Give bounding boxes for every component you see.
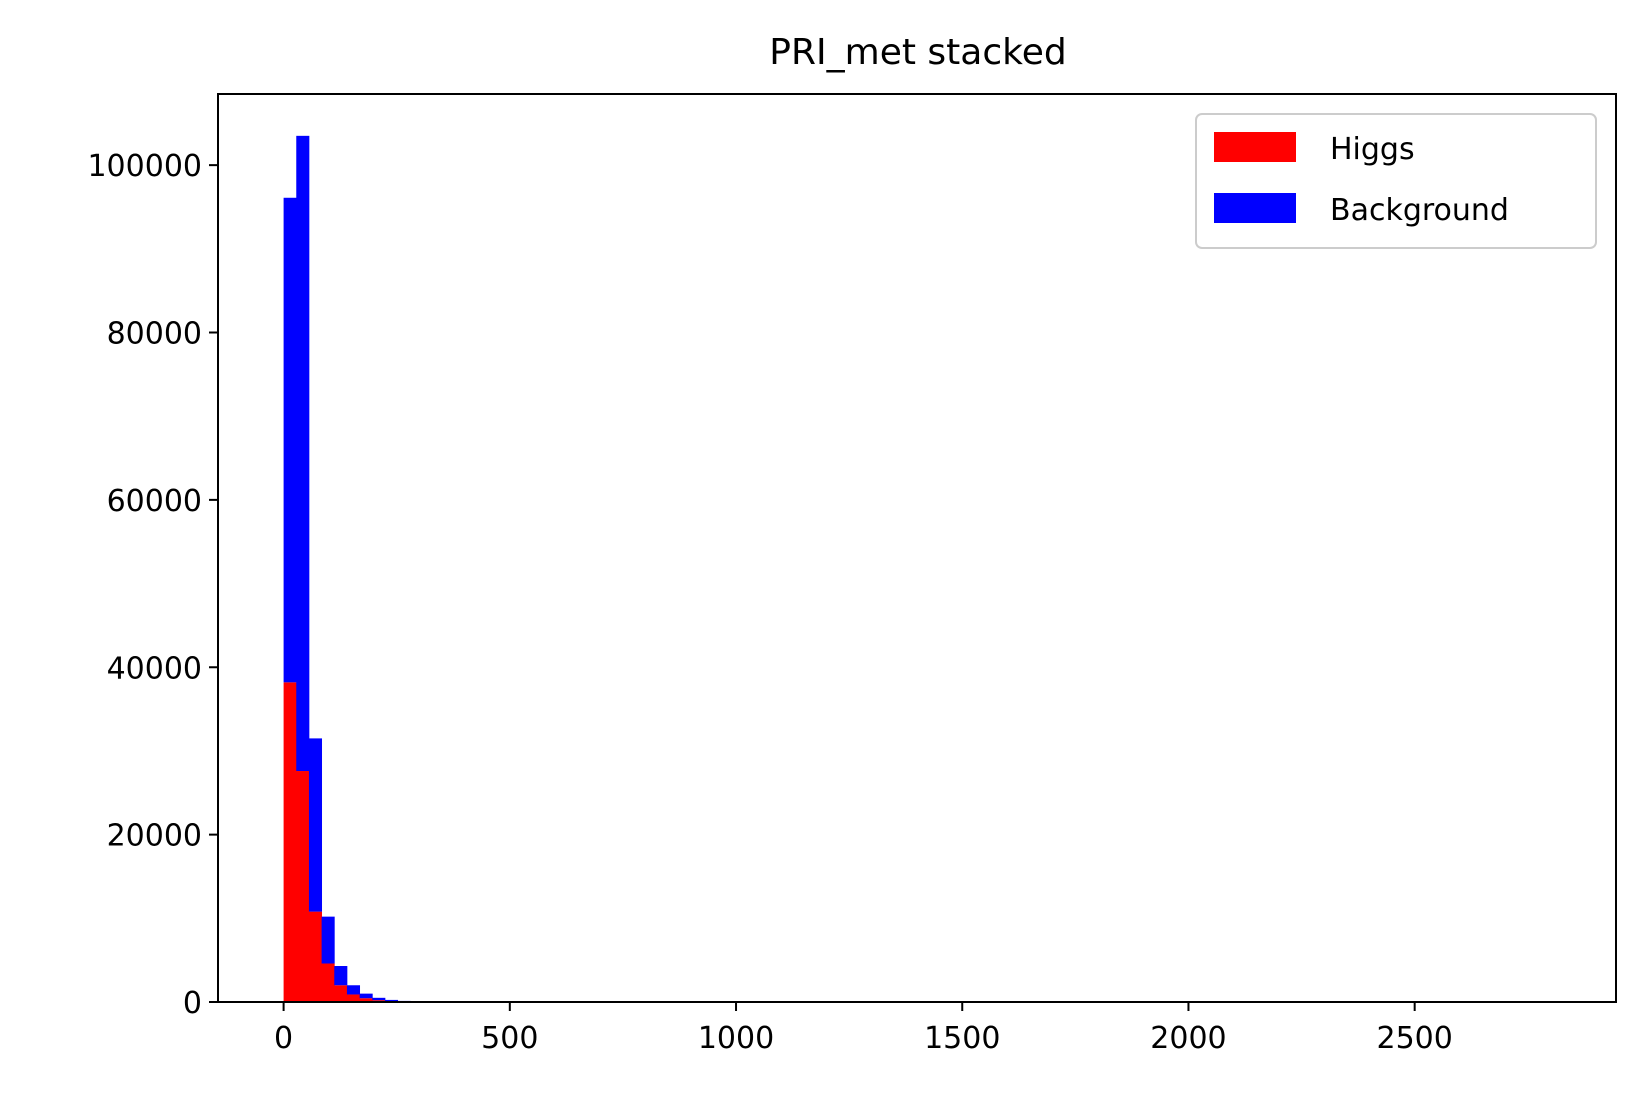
bar-background-2 bbox=[308, 738, 323, 912]
bar-higgs-6 bbox=[359, 998, 373, 1002]
axes-layer: 0 500 1000 1500 2000 2500 0 20000 40000 60000 8000… bbox=[87, 93, 1617, 1056]
legend-label-higgs: Higgs bbox=[1330, 132, 1415, 167]
legend-label-background: Background bbox=[1330, 193, 1509, 228]
bar-background-3 bbox=[321, 916, 335, 964]
bar-background-4 bbox=[334, 966, 348, 986]
bar-background-1 bbox=[296, 135, 310, 772]
bar-background-5 bbox=[346, 985, 361, 995]
x-tick-label-0: 0 bbox=[274, 1021, 293, 1056]
y-tick-label-0: 0 bbox=[183, 986, 202, 1021]
y-tick-label-3: 60000 bbox=[107, 484, 202, 519]
bar-background-8 bbox=[384, 999, 399, 1002]
bar-background-0 bbox=[283, 197, 297, 683]
x-tick-label-5: 2500 bbox=[1376, 1021, 1452, 1056]
x-tick-label-2: 1000 bbox=[698, 1021, 774, 1056]
x-tick-label-3: 1500 bbox=[924, 1021, 1000, 1056]
bar-higgs-4 bbox=[334, 985, 348, 1002]
chart-title: PRI_met stacked bbox=[769, 32, 1066, 73]
x-tick-label-4: 2000 bbox=[1150, 1021, 1226, 1056]
y-tick-label-5: 100000 bbox=[87, 149, 202, 184]
legend-swatch-background bbox=[1214, 193, 1296, 223]
bar-background-7 bbox=[372, 997, 386, 1001]
x-tick-label-1: 500 bbox=[481, 1021, 538, 1056]
bars-layer bbox=[283, 135, 424, 1002]
bar-higgs-5 bbox=[346, 994, 361, 1002]
plot-frame bbox=[217, 93, 1617, 1003]
bar-background-6 bbox=[359, 993, 373, 999]
y-tick-label-2: 40000 bbox=[107, 651, 202, 686]
bar-higgs-0 bbox=[283, 682, 297, 1002]
bar-higgs-2 bbox=[308, 911, 323, 1002]
y-tick-label-4: 80000 bbox=[107, 317, 202, 352]
legend-swatch-higgs bbox=[1214, 132, 1296, 162]
bar-higgs-3 bbox=[321, 963, 335, 1002]
y-tick-label-1: 20000 bbox=[107, 819, 202, 854]
bar-higgs-1 bbox=[296, 771, 310, 1002]
legend: Higgs Background bbox=[1195, 113, 1597, 249]
